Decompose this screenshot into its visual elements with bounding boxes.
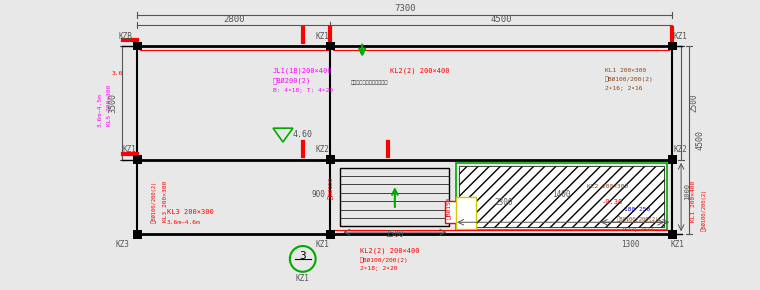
Bar xyxy=(133,230,142,239)
Bar xyxy=(456,163,667,230)
Text: 2500: 2500 xyxy=(689,94,698,112)
Text: B: 4∘18; T: 4∘20: B: 4∘18; T: 4∘20 xyxy=(273,88,333,93)
Text: ①BØ100/200(2): ①BØ100/200(2) xyxy=(605,77,654,82)
Text: 2800: 2800 xyxy=(223,15,245,24)
Text: 3.6m~4.5m: 3.6m~4.5m xyxy=(97,93,102,127)
Text: JL1(1B)200×400: JL1(1B)200×400 xyxy=(273,68,333,74)
Bar xyxy=(668,230,676,239)
Text: ①BØ200(2): ①BØ200(2) xyxy=(273,77,312,84)
Text: 3: 3 xyxy=(299,251,306,261)
Text: 1000: 1000 xyxy=(684,183,690,200)
Text: KZ3: KZ3 xyxy=(116,240,129,249)
Text: KZ1: KZ1 xyxy=(670,240,684,249)
Text: 1300: 1300 xyxy=(622,240,640,249)
Bar xyxy=(456,197,476,229)
Bar xyxy=(326,155,335,164)
Bar xyxy=(340,168,449,226)
Text: 7300: 7300 xyxy=(394,4,416,13)
Text: 4.60: 4.60 xyxy=(293,130,313,139)
Text: KL2 200×300: KL2 200×300 xyxy=(587,184,629,189)
Bar xyxy=(668,41,676,50)
Text: KL1 200×400: KL1 200×400 xyxy=(692,181,696,222)
Text: 900: 900 xyxy=(312,190,325,199)
Text: KZB: KZB xyxy=(119,32,132,41)
Text: ①BØ100/200(2): ①BØ100/200(2) xyxy=(701,188,707,231)
Text: 1500: 1500 xyxy=(385,230,404,239)
Text: 樼梯上三步局部放大示意图: 樼梯上三步局部放大示意图 xyxy=(350,80,388,85)
Text: KL3 200×300: KL3 200×300 xyxy=(163,181,167,222)
Bar xyxy=(133,155,142,164)
Text: KZ1: KZ1 xyxy=(315,240,330,249)
Bar xyxy=(326,230,335,239)
Text: ①BØ100/200(2): ①BØ100/200(2) xyxy=(151,180,157,223)
Text: 3.6m~4.6m: 3.6m~4.6m xyxy=(167,220,201,225)
Text: 1400: 1400 xyxy=(553,190,571,199)
Text: KL5 200×300: KL5 200×300 xyxy=(107,85,112,126)
Text: KL2(2) 200×400: KL2(2) 200×400 xyxy=(360,248,420,254)
Bar xyxy=(133,41,142,50)
Text: ①BØ150: ①BØ150 xyxy=(447,196,452,219)
Text: KZ1: KZ1 xyxy=(122,146,136,155)
Text: KL3 200×300: KL3 200×300 xyxy=(167,209,214,215)
Bar xyxy=(326,41,335,50)
Text: KZ2: KZ2 xyxy=(673,146,687,155)
Text: 3500: 3500 xyxy=(108,93,117,113)
Text: 2∘12; 2∘12: 2∘12; 2∘12 xyxy=(621,227,654,232)
Text: -0.30: -0.30 xyxy=(602,200,623,205)
Text: 180 250: 180 250 xyxy=(625,207,651,212)
Text: 4500: 4500 xyxy=(695,130,705,150)
Text: KZ1: KZ1 xyxy=(315,32,330,41)
Text: 4500: 4500 xyxy=(490,15,512,24)
Text: ①BØ100/200(2): ①BØ100/200(2) xyxy=(616,216,659,222)
Text: 2300: 2300 xyxy=(495,198,513,207)
Bar xyxy=(668,155,676,164)
Text: 2∘18; 2∘20: 2∘18; 2∘20 xyxy=(360,266,397,271)
Text: KZ2: KZ2 xyxy=(315,146,330,155)
Text: ①BØ150: ①BØ150 xyxy=(328,176,334,199)
Text: ①BØ100/200(2): ①BØ100/200(2) xyxy=(360,257,409,263)
Text: KL1 200×300: KL1 200×300 xyxy=(605,68,646,73)
Bar xyxy=(445,202,458,223)
Text: 2∘16; 2∘16: 2∘16; 2∘16 xyxy=(605,86,642,91)
Text: KZ1: KZ1 xyxy=(296,274,309,283)
Bar xyxy=(459,166,664,227)
Text: 3.6: 3.6 xyxy=(112,71,123,76)
Text: KZ1: KZ1 xyxy=(673,32,687,41)
Text: KL2(2) 200×400: KL2(2) 200×400 xyxy=(390,68,449,74)
